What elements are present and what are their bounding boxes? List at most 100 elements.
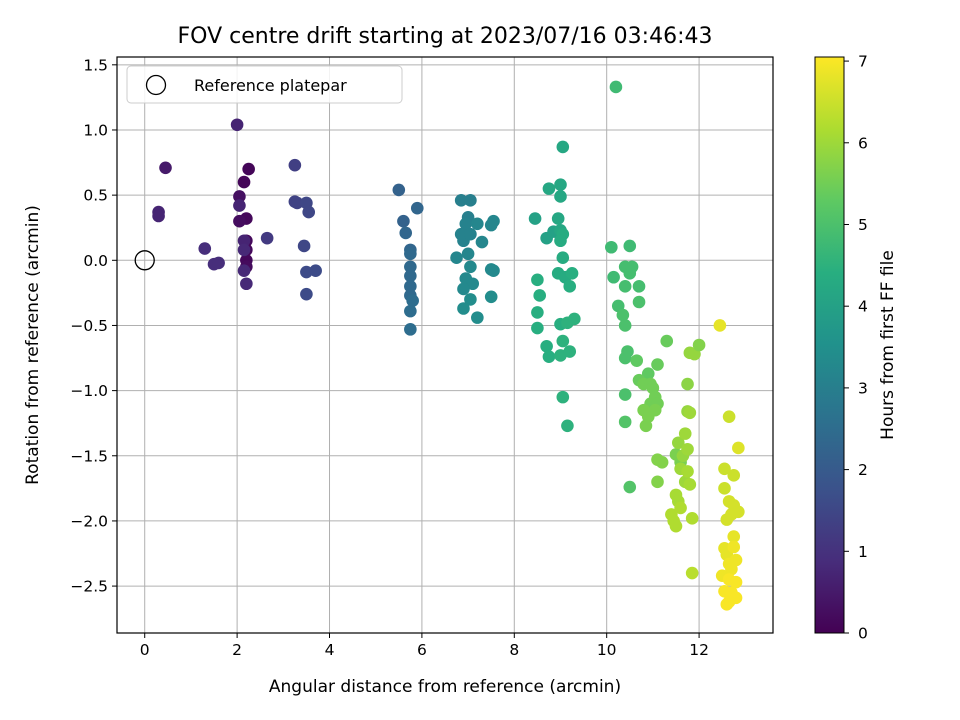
reference-platepar-marker [134,250,155,271]
x-tick-label: 2 [232,641,242,659]
drift-point [240,277,253,291]
drift-point [727,540,741,554]
drift-point [722,410,736,423]
drift-point [651,475,664,489]
y-tick-label: −2.5 [70,578,108,596]
drift-point [404,269,417,283]
y-axis-label: Rotation from reference (arcmin) [23,205,43,485]
x-tick-label: 8 [509,641,519,659]
drift-point [471,217,484,231]
drift-point [648,403,662,417]
y-tick-label: −0.5 [70,317,108,335]
drift-point [404,304,417,318]
y-tick-label: 0.5 [83,187,108,205]
x-tick-label: 10 [597,641,617,659]
y-tick-label: −1.0 [70,382,108,400]
drift-point [242,162,255,176]
chart-title: FOV centre drift starting at 2023/07/16 … [178,24,713,49]
drift-point [681,377,694,391]
drift-point [309,264,322,278]
colorbar-tick-label: 6 [858,134,868,152]
drift-point [464,260,477,274]
drift-point [302,205,316,219]
drift-point [198,242,212,255]
drift-point [681,442,694,456]
colorbar-tick-label: 1 [858,543,868,561]
drift-point [540,340,553,353]
drift-point [720,513,734,526]
drift-point [542,182,556,195]
drift-point [397,214,410,228]
drift-point [727,469,741,482]
legend-marker-reference [145,74,167,96]
colorbar-tick-label: 2 [858,461,868,479]
drift-point [484,218,498,232]
drift-point [450,251,463,264]
x-axis-label: Angular distance from reference (arcmin) [269,677,621,697]
drift-point [459,217,473,231]
drift-point [630,354,644,367]
drift-point [230,118,244,132]
drift-point [404,323,417,336]
drift-point [484,290,498,304]
drift-point [457,302,470,315]
drift-point [542,350,556,364]
colorbar-tick-label: 0 [858,625,868,643]
drift-point [660,334,674,348]
drift-point [300,265,313,279]
drift-point [618,319,632,332]
drift-point [681,465,694,478]
drift-point [729,575,743,589]
legend-box [126,65,403,104]
drift-point [618,415,632,429]
legend: Reference platepar [126,65,403,104]
drift-point [732,505,745,519]
drift-point [718,462,731,476]
colorbar-tick-label: 5 [858,216,868,234]
drift-point [237,175,251,189]
drift-point [404,247,417,261]
drift-point [233,190,246,203]
drift-point [237,264,251,278]
drift-point [531,273,544,287]
y-tick-label: 1.0 [83,121,108,139]
drift-point [623,480,637,494]
drift-point [233,199,246,212]
drift-point [233,214,246,228]
drift-point [464,293,477,306]
drift-point [466,277,480,291]
drift-point [678,427,692,440]
drift-point [625,260,639,274]
drift-point [623,239,637,253]
y-tick-label: −2.0 [70,512,108,530]
drift-point [404,260,417,274]
drift-point [461,247,475,261]
drift-point [237,234,251,248]
drift-point [152,209,165,223]
drift-point [471,311,484,324]
drift-point [487,264,500,278]
drift-point [404,280,417,293]
drift-point [713,319,727,332]
drift-point [669,519,683,533]
drift-point [556,251,570,264]
drift-point [683,406,697,420]
drift-point [641,367,655,380]
grid [117,57,773,633]
y-tick-label: 0.0 [83,252,108,270]
drift-point [406,294,419,307]
colorbar-label: Hours from first FF file [878,250,898,440]
drift-point [618,388,632,401]
x-tick-label: 6 [417,641,427,659]
drift-point [683,478,697,491]
drift-point [237,243,251,257]
drift-point [464,227,477,241]
drift-point [475,235,489,249]
drift-point [565,267,579,280]
drift-point [531,306,544,319]
drift-point [554,190,567,203]
drift-point [605,240,618,254]
drift-point [410,201,424,215]
drift-point [159,161,172,175]
